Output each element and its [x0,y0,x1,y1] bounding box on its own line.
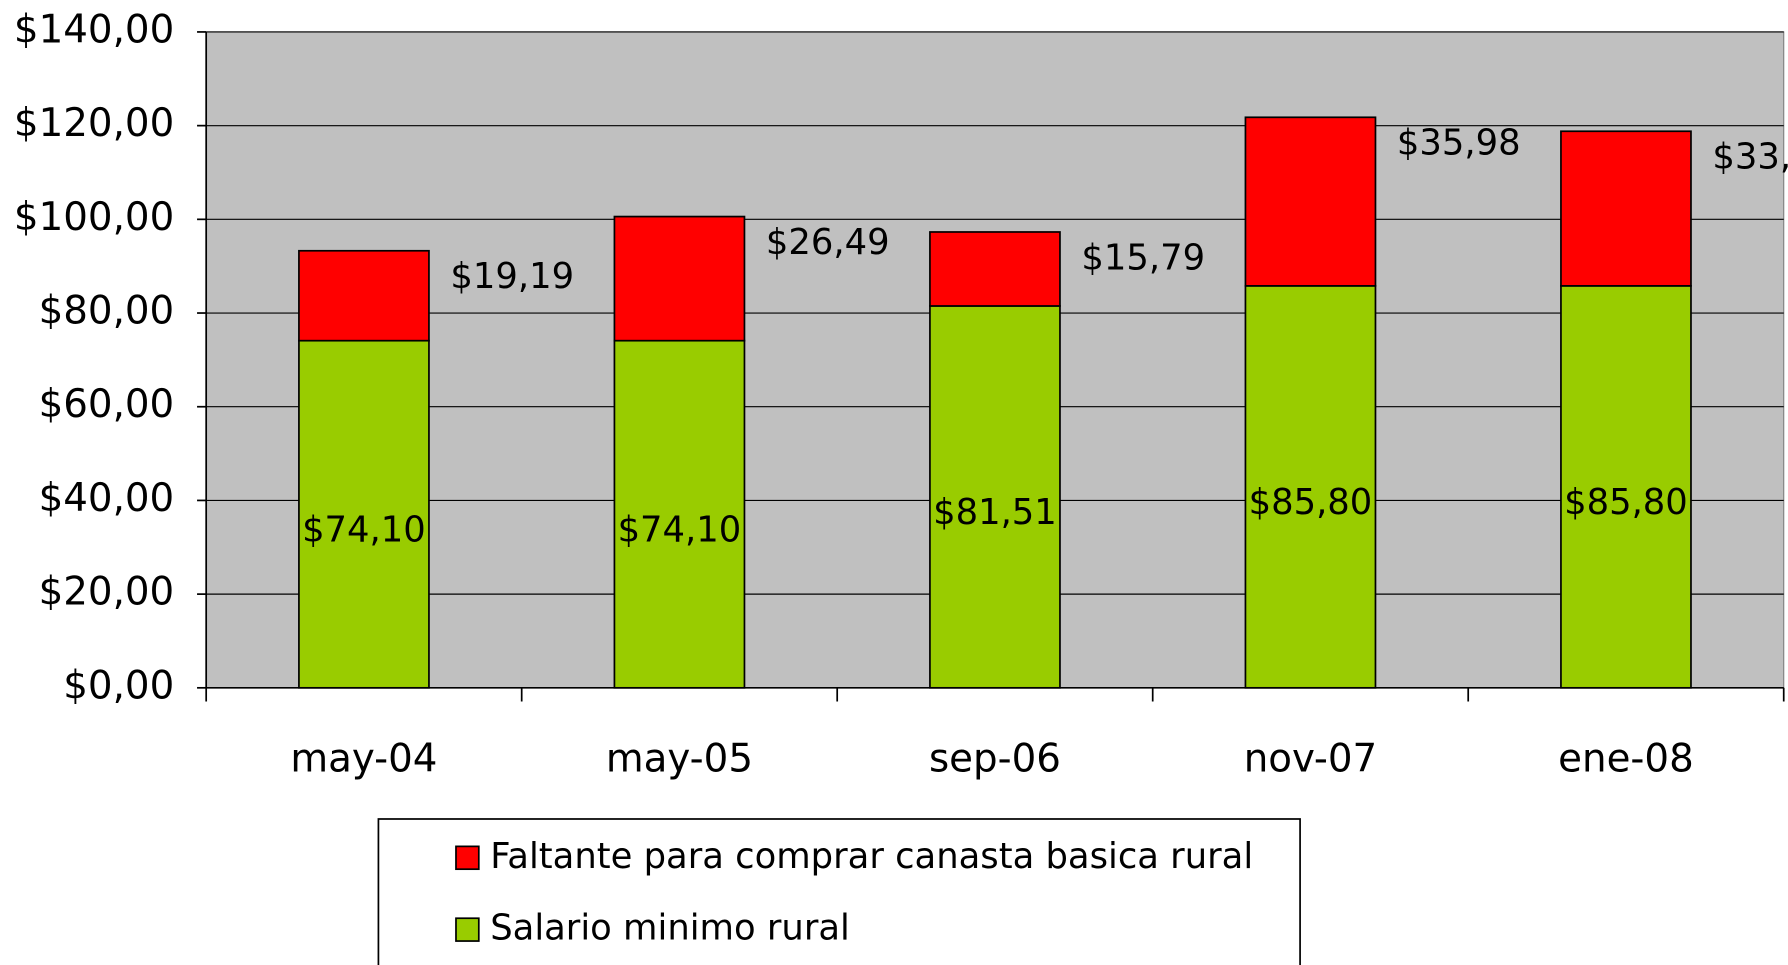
bar-segment [613,215,746,342]
value-label: $81,51 [933,492,1057,533]
legend-label: Salario minimo rural [490,908,850,949]
value-label: $74,10 [618,509,742,550]
y-tick-label: $120,00 [14,101,174,146]
bar-segment [1244,285,1377,689]
x-tick-label: nov-07 [1244,736,1378,781]
y-tick-label: $20,00 [39,570,175,615]
bar-segment [298,249,430,342]
bar-segment [1244,116,1377,287]
value-label: $33,00 [1712,137,1788,178]
value-label: $35,98 [1397,123,1521,164]
y-tick-label: $40,00 [39,476,175,521]
value-label: $26,49 [766,222,890,263]
x-tick-label: may-04 [290,736,437,781]
legend-box [377,818,1301,965]
bar-segment [1560,130,1692,287]
y-tick-label: $80,00 [39,289,175,334]
value-label: $74,10 [302,509,426,550]
x-tick-label: may-05 [606,736,753,781]
y-tick-label: $60,00 [39,382,175,427]
legend-swatch [455,845,480,871]
bar-segment [1560,285,1692,689]
bar-segment [298,339,430,689]
legend-swatch [455,917,480,942]
value-label: $85,80 [1249,482,1373,523]
value-label: $85,80 [1564,482,1688,523]
value-label: $15,79 [1081,237,1205,278]
legend-label: Faltante para comprar canasta basica rur… [490,836,1253,877]
y-tick-label: $0,00 [63,663,174,708]
bar-segment [613,339,746,689]
x-tick-label: ene-08 [1558,736,1694,781]
value-label: $19,19 [450,256,574,297]
x-tick-label: sep-06 [929,736,1061,781]
y-tick-label: $140,00 [14,7,174,52]
bar-segment [929,231,1061,307]
y-tick-label: $100,00 [14,195,174,240]
